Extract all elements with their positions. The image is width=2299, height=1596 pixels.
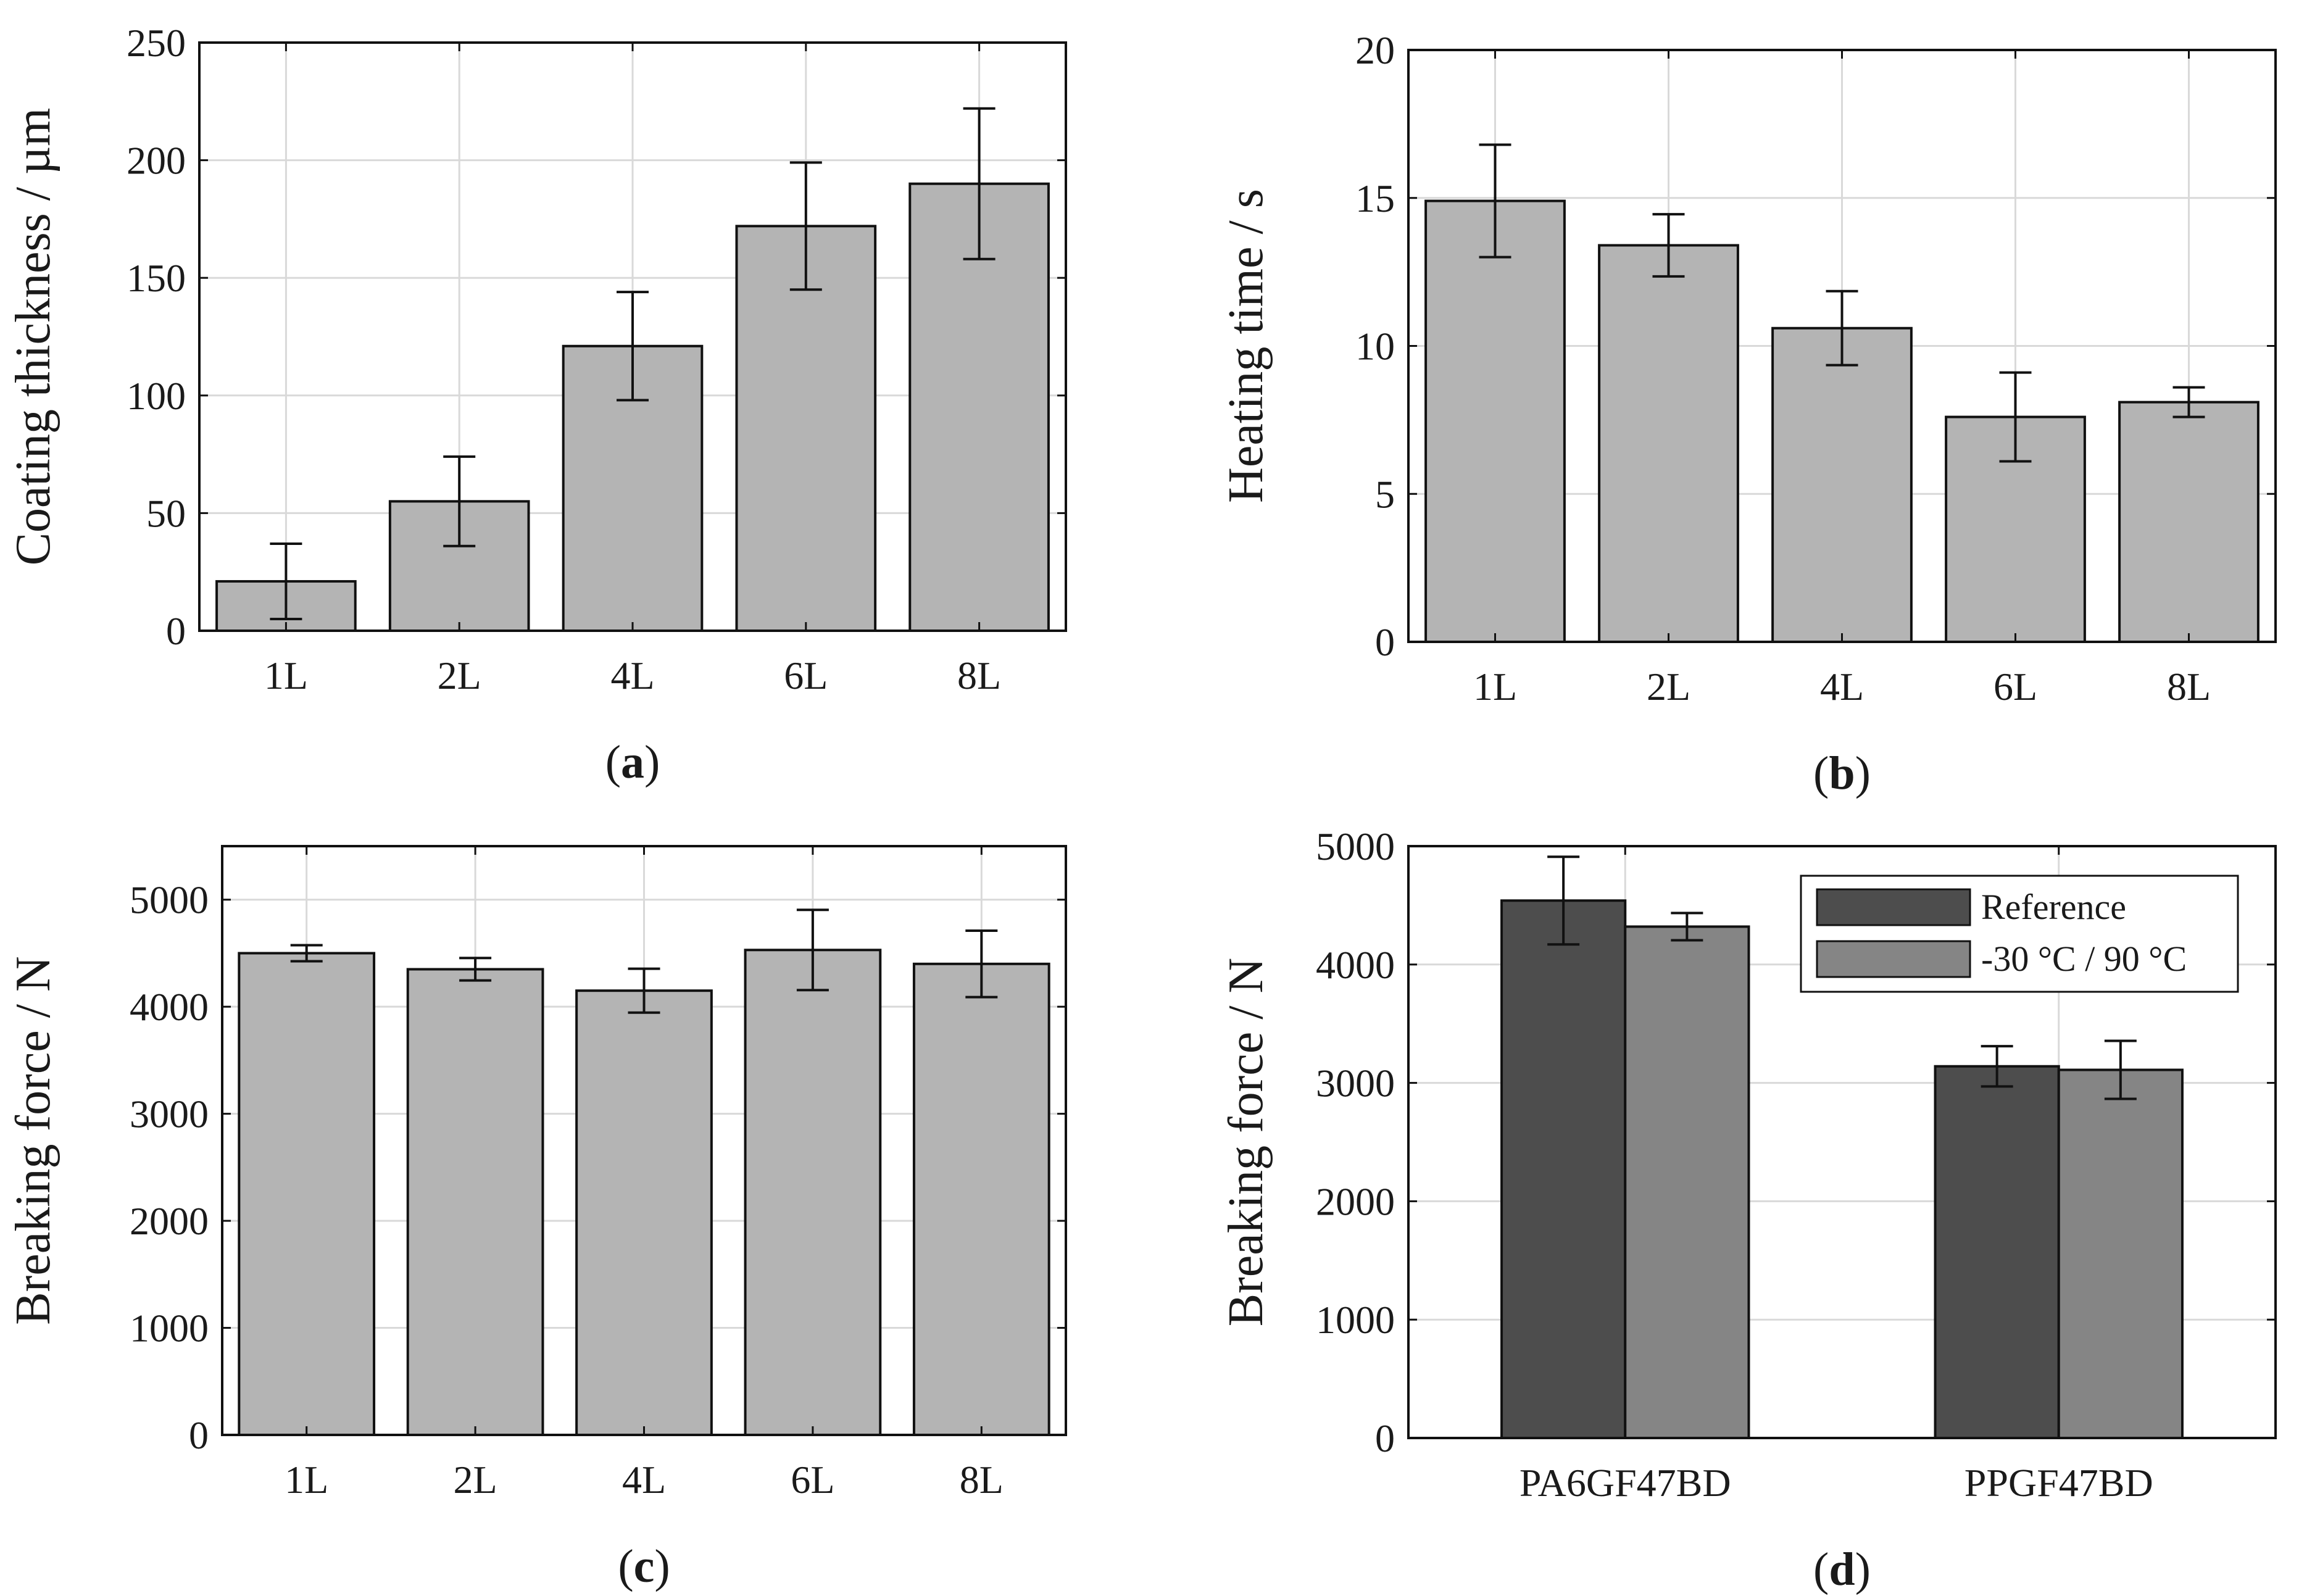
- y-tick-label: 200: [127, 139, 186, 183]
- bar-reference: [1500, 899, 1627, 1439]
- x-tick-label: 6L: [784, 654, 828, 697]
- x-tick-label: 1L: [264, 654, 308, 697]
- legend: Reference -30 °C / 90 °C: [1800, 875, 2239, 993]
- y-tick-label: 5000: [130, 878, 209, 922]
- x-tick-label: 1L: [285, 1458, 328, 1502]
- y-tick-label: 0: [189, 1413, 209, 1457]
- y-tick-label: 0: [1375, 1416, 1395, 1460]
- x-tick-label: 1L: [1473, 665, 1517, 709]
- x-tick-label: 4L: [1820, 665, 1864, 709]
- x-tick-label: 2L: [454, 1458, 497, 1502]
- x-tick-label: 4L: [622, 1458, 666, 1502]
- y-tick-label: 250: [127, 21, 186, 65]
- bar: [1771, 326, 1913, 643]
- y-tick-label: 0: [166, 609, 186, 653]
- y-tick-label: 0: [1375, 620, 1395, 664]
- x-tick-label: 6L: [1993, 665, 2037, 709]
- y-tick-label: 10: [1355, 325, 1395, 368]
- legend-label-reference: Reference: [1981, 887, 2126, 927]
- bar: [1598, 244, 1739, 644]
- x-tick-label: 8L: [2167, 665, 2211, 709]
- panel-label: (b): [1813, 747, 1871, 799]
- bar: [406, 968, 544, 1437]
- bar: [575, 989, 713, 1437]
- bar: [912, 962, 1050, 1437]
- y-tick-label: 20: [1355, 28, 1395, 72]
- y-tick-label: 4000: [130, 985, 209, 1029]
- y-tick-label: 2000: [1316, 1179, 1395, 1223]
- legend-swatch-reference: [1816, 888, 1971, 926]
- y-tick-label: 3000: [1316, 1062, 1395, 1105]
- y-axis-label: Coating thickness / µm: [6, 108, 60, 566]
- x-tick-label: 4L: [610, 654, 654, 697]
- bar: [2118, 401, 2260, 643]
- x-tick-label: PA6GF47BD: [1520, 1461, 1731, 1505]
- y-axis-label: Heating time / s: [1219, 189, 1273, 503]
- bar: [1424, 199, 1566, 644]
- x-tick-label: PPGF47BD: [1964, 1461, 2153, 1505]
- bar-condition: [1624, 925, 1750, 1439]
- y-tick-label: 1000: [130, 1307, 209, 1350]
- y-tick-label: 5000: [1316, 825, 1395, 868]
- x-tick-label: 2L: [438, 654, 481, 697]
- y-tick-label: 3000: [130, 1092, 209, 1136]
- y-tick-label: 4000: [1316, 943, 1395, 987]
- chart-panel-b: 0 5 10 15 20 1L 2L 4L 6L 8L Heating time / s (b): [1219, 28, 2277, 799]
- panel-label: (a): [605, 736, 660, 788]
- x-tick-label: 8L: [960, 1458, 1004, 1502]
- bar: [238, 952, 376, 1437]
- axes-box: [1407, 845, 2277, 1439]
- y-tick-label: 100: [127, 374, 186, 418]
- x-tick-label: 6L: [791, 1458, 834, 1502]
- y-tick-label: 150: [127, 256, 186, 300]
- bar-condition: [2057, 1068, 2184, 1439]
- x-tick-label: 2L: [1647, 665, 1690, 709]
- y-tick-label: 50: [146, 491, 186, 535]
- legend-swatch-condition: [1816, 940, 1971, 978]
- panel-label: (c): [618, 1540, 670, 1592]
- y-tick-label: 1000: [1316, 1298, 1395, 1342]
- y-tick-label: 15: [1355, 177, 1395, 220]
- panel-label: (d): [1813, 1544, 1871, 1595]
- y-tick-label: 2000: [130, 1199, 209, 1243]
- bar-reference: [1934, 1065, 2060, 1440]
- legend-label-condition: -30 °C / 90 °C: [1981, 939, 2187, 979]
- chart-panel-a: 0 50 100 150 200 250 1L 2L 4L 6L 8L Coating thickne…: [6, 21, 1067, 788]
- x-tick-label: 8L: [957, 654, 1001, 697]
- bar: [744, 949, 882, 1436]
- y-axis-label: Breaking force / N: [1219, 958, 1273, 1327]
- chart-panel-d: 0 1000 2000 3000 4000 5000 PA6GF47BD PPGF47BD Br…: [1219, 825, 2277, 1595]
- y-tick-label: 5: [1375, 472, 1395, 516]
- y-axis-label: Breaking force / N: [6, 956, 60, 1325]
- chart-panel-c: 0 1000 2000 3000 4000 5000 1L 2L 4L 6L 8L Breaking …: [6, 845, 1067, 1592]
